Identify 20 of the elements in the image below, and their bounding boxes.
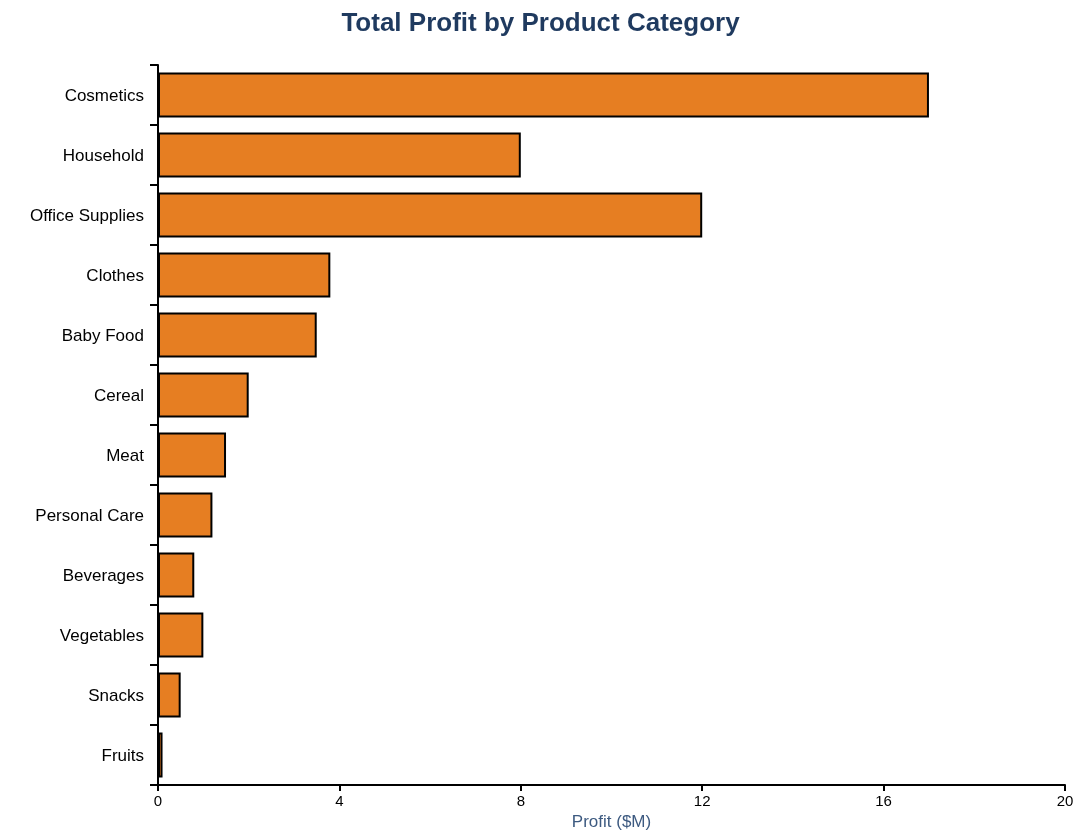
x-tick-label: 8 bbox=[516, 792, 525, 809]
x-tick-label: 0 bbox=[153, 792, 163, 809]
y-tick-label: Cosmetics bbox=[64, 85, 144, 105]
x-tick-label: 16 bbox=[875, 792, 892, 809]
x-tick-label: 20 bbox=[1056, 792, 1074, 809]
y-tick-label: Household bbox=[62, 145, 144, 165]
y-tick-label: Vegetables bbox=[59, 625, 144, 645]
x-tick-label: 4 bbox=[335, 792, 344, 809]
x-tick-label: 12 bbox=[693, 792, 711, 809]
y-tick-label: Beverages bbox=[62, 565, 144, 585]
y-tick-label: Cereal bbox=[93, 385, 144, 405]
x-axis-title: Profit ($M) bbox=[571, 812, 652, 831]
chart-title: Total Profit by Product Category bbox=[341, 7, 741, 37]
y-tick-label: Baby Food bbox=[61, 325, 144, 345]
y-tick-label: Personal Care bbox=[35, 505, 144, 525]
y-tick-label: Snacks bbox=[88, 685, 144, 705]
y-tick-label: Fruits bbox=[101, 745, 144, 765]
y-tick-label: Clothes bbox=[86, 265, 144, 285]
y-tick-label: Office Supplies bbox=[29, 205, 144, 225]
y-tick-label: Meat bbox=[106, 445, 145, 465]
